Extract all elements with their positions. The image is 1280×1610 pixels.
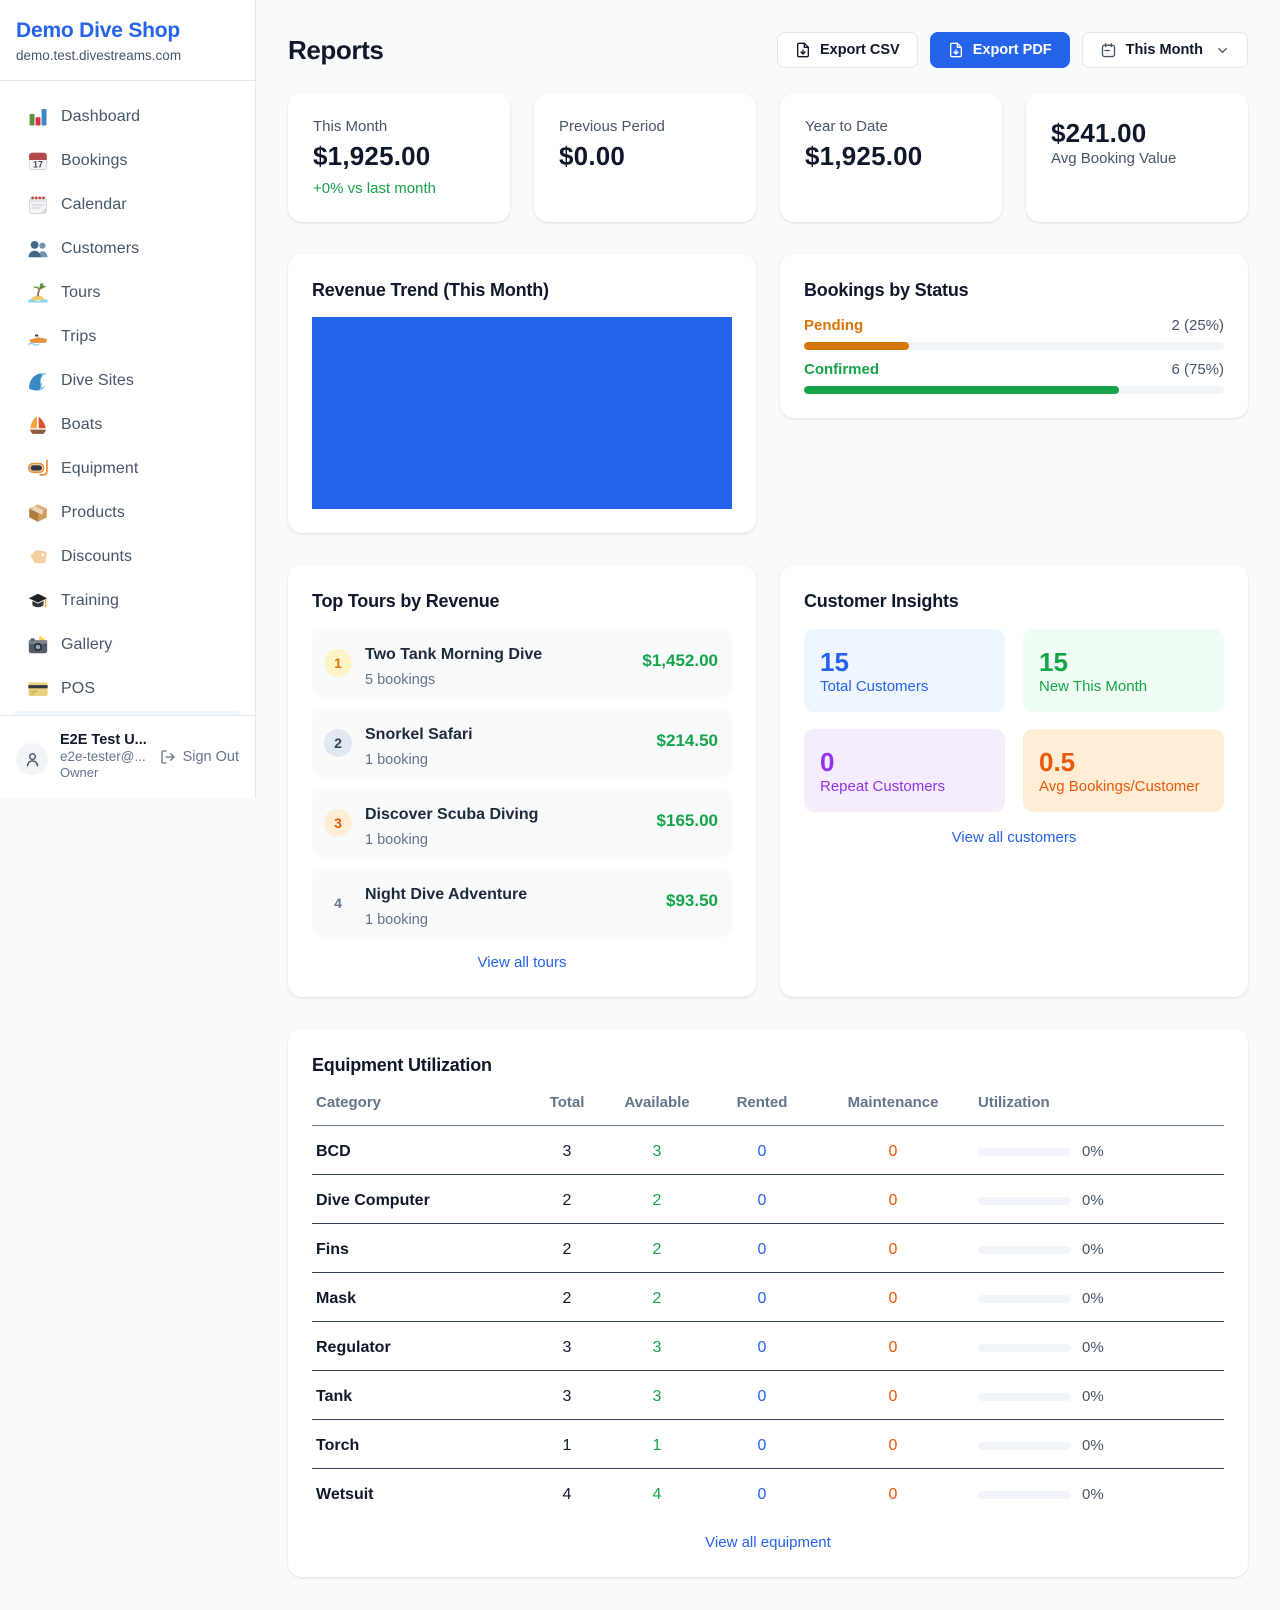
svg-text:17: 17 [33,159,43,169]
